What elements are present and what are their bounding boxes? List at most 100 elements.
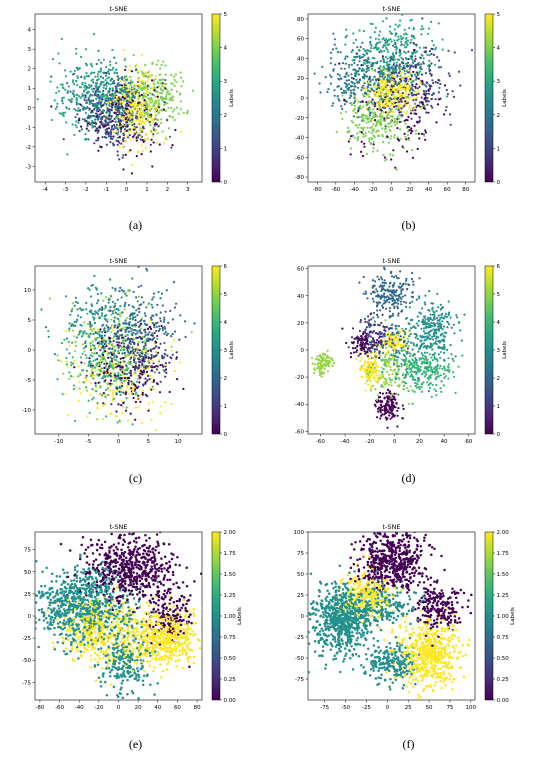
scatter-point — [92, 122, 95, 125]
scatter-point — [148, 121, 151, 124]
scatter-point — [398, 128, 402, 131]
scatter-point — [415, 43, 418, 46]
scatter-point — [379, 85, 382, 88]
scatter-point — [137, 103, 140, 106]
scatter-point — [130, 392, 133, 395]
scatter-point — [338, 74, 341, 77]
scatter-point — [372, 115, 375, 119]
scatter-point — [115, 87, 118, 90]
scatter-point — [141, 391, 144, 394]
scatter-point — [127, 304, 130, 307]
scatter-point — [333, 38, 336, 41]
x-tick-label: -2 — [83, 187, 88, 193]
x-tick-label: -40 — [350, 187, 359, 193]
scatter-point — [115, 341, 118, 344]
scatter-point — [437, 306, 440, 309]
scatter-point — [115, 391, 118, 394]
scatter-point — [389, 417, 392, 420]
scatter-point — [104, 360, 107, 363]
scatter-point — [111, 124, 114, 128]
scatter-point — [93, 142, 96, 145]
scatter-point — [152, 379, 156, 382]
scatter-point — [368, 138, 371, 141]
scatter-point — [165, 334, 168, 337]
scatter-point — [142, 359, 145, 362]
scatter-point — [348, 79, 351, 82]
scatter-point — [102, 404, 105, 408]
scatter-point — [416, 147, 419, 150]
scatter-point — [120, 80, 123, 83]
scatter-point — [363, 59, 366, 62]
colorbar — [211, 13, 221, 183]
y-tick-label: -60 — [295, 155, 304, 161]
scatter-point — [409, 91, 412, 94]
scatter-point — [388, 80, 391, 83]
scatter-point — [413, 48, 416, 52]
scatter-point — [133, 367, 136, 370]
scatter-point — [123, 351, 126, 355]
scatter-point — [110, 115, 113, 118]
scatter-point — [120, 128, 123, 131]
scatter-point — [402, 300, 405, 303]
scatter-point — [441, 328, 444, 331]
scatter-point — [93, 374, 96, 377]
scatter-point — [101, 76, 104, 79]
scatter-point — [119, 123, 122, 126]
scatter-point — [394, 80, 397, 83]
scatter-point — [414, 57, 417, 61]
scatter-point — [148, 83, 151, 86]
scatter-point — [57, 52, 60, 55]
scatter-point — [93, 352, 96, 355]
scatter-point — [107, 91, 110, 94]
scatter-point — [344, 55, 347, 58]
scatter-point — [112, 393, 115, 396]
y-tick-label: 20 — [297, 76, 304, 82]
scatter-point — [179, 71, 182, 74]
scatter-point — [152, 136, 155, 139]
scatter-point — [399, 137, 402, 140]
scatter-point — [67, 340, 70, 344]
x-tick-label: 40 — [425, 187, 432, 193]
scatter-point — [389, 38, 392, 41]
scatter-point — [402, 105, 405, 108]
scatter-point — [119, 305, 122, 308]
scatter-point — [97, 95, 100, 98]
scatter-point — [145, 365, 148, 368]
scatter-point — [372, 108, 375, 111]
scatter-point — [412, 28, 415, 31]
scatter-point — [116, 150, 119, 153]
scatter-point — [389, 90, 392, 93]
scatter-point — [152, 362, 155, 365]
scatter-point — [140, 332, 143, 335]
scatter-point — [90, 111, 93, 114]
scatter-point — [137, 374, 140, 377]
scatter-point — [376, 129, 379, 132]
scatter-point — [413, 4, 415, 6]
scatter-point — [134, 355, 137, 358]
y-tick-label: -20 — [295, 116, 304, 122]
scatter-point — [339, 112, 343, 115]
scatter-point — [67, 85, 70, 88]
scatter-point — [89, 114, 92, 118]
scatter-point — [408, 68, 411, 71]
scatter-point — [348, 63, 351, 67]
scatter-point — [139, 327, 142, 330]
scatter-point — [126, 338, 129, 341]
scatter-point — [165, 289, 168, 292]
scatter-point — [72, 388, 75, 391]
scatter-point — [135, 126, 138, 129]
scatter-point — [452, 323, 455, 326]
scatter-point — [388, 105, 391, 108]
scatter-point — [155, 329, 158, 332]
scatter-point — [354, 347, 357, 350]
scatter-point — [414, 129, 418, 132]
scatter-point — [106, 70, 110, 73]
scatter-point — [326, 349, 329, 352]
scatter-point — [124, 57, 127, 60]
scatter-point — [430, 20, 433, 23]
scatter-point — [129, 340, 132, 343]
scatter-point — [117, 403, 120, 406]
scatter-point — [106, 371, 109, 374]
scatter-point — [135, 109, 138, 112]
scatter-point — [121, 366, 124, 369]
